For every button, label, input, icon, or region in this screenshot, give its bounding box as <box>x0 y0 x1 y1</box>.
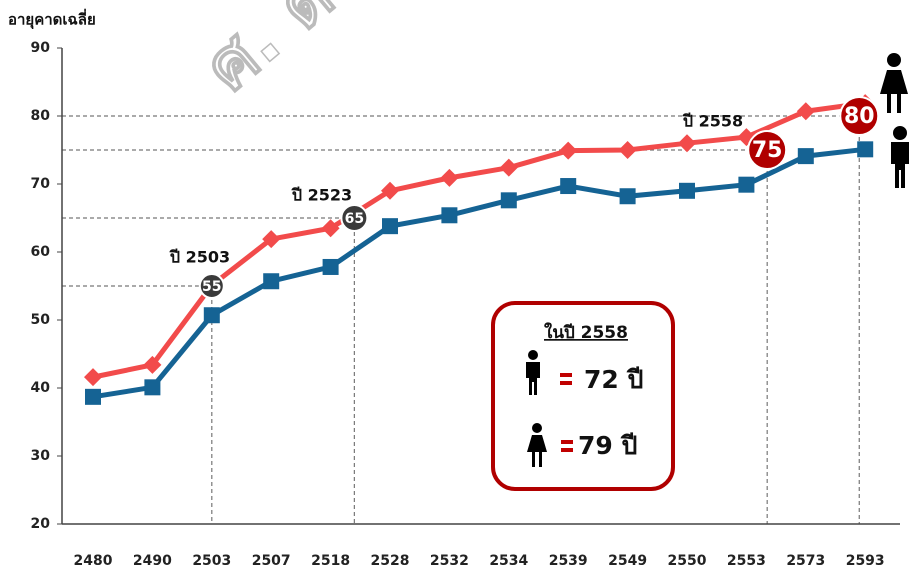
guide-line <box>62 217 355 524</box>
point <box>85 388 101 405</box>
x-tick-label: 2553 <box>727 553 766 569</box>
y-tick-label: 20 <box>31 516 51 532</box>
badge <box>340 204 369 232</box>
x-tick-label: 2573 <box>786 553 825 569</box>
badge-label: 80 <box>844 104 875 129</box>
point <box>263 273 280 290</box>
female-icon <box>527 423 547 467</box>
guide-line <box>62 285 213 524</box>
series-line <box>92 146 866 400</box>
point <box>203 307 220 324</box>
point <box>381 181 399 200</box>
equals <box>561 440 573 444</box>
point <box>321 219 340 238</box>
point <box>857 141 874 158</box>
x-tick-label: 2549 <box>608 553 647 569</box>
female-icon <box>880 53 908 113</box>
year-note: ปี 2558 <box>681 112 743 131</box>
point <box>143 355 162 374</box>
female-text: 79 ปี <box>578 431 637 460</box>
point <box>678 134 696 153</box>
x-tick-label: 2503 <box>192 553 231 569</box>
x-tick-label: 2534 <box>489 553 528 569</box>
male-icon <box>891 126 909 188</box>
year-note: ปี 2523 <box>290 186 352 205</box>
point <box>738 176 755 193</box>
point <box>441 207 458 224</box>
x-tick-label: 2490 <box>133 553 172 569</box>
point <box>262 230 281 249</box>
x-tick-label: 2532 <box>430 553 469 569</box>
badge-label: 55 <box>202 279 221 295</box>
point <box>382 218 398 235</box>
badge-label: 75 <box>752 138 783 163</box>
x-tick-label: 2507 <box>252 553 291 569</box>
point <box>144 379 161 396</box>
guide-line <box>62 149 768 524</box>
y-tick-label: 70 <box>31 176 51 192</box>
y-tick-label: 40 <box>31 380 51 396</box>
watermark: ศ. ดร. ปราโม <box>188 0 574 108</box>
badge <box>198 273 225 299</box>
x-tick-label: 2480 <box>74 553 113 569</box>
y-axis-label: อายุคาดเฉลี่ย <box>8 9 96 30</box>
male-text: 72 ปี <box>584 365 643 394</box>
guide-line <box>62 115 860 524</box>
x-tick-label: 2593 <box>846 553 885 569</box>
male-icon <box>526 350 540 395</box>
point <box>679 182 695 199</box>
point <box>560 178 577 195</box>
point <box>797 148 814 165</box>
point <box>619 188 636 205</box>
x-tick-label: 2528 <box>371 553 410 569</box>
box-title: ในปี 2558 <box>544 322 628 343</box>
x-tick-label: 2550 <box>668 553 707 569</box>
badge <box>839 96 880 136</box>
point <box>440 168 459 187</box>
point <box>499 158 518 177</box>
equals <box>560 373 572 377</box>
point <box>559 141 578 160</box>
y-tick-label: 30 <box>31 448 51 464</box>
equals <box>560 381 572 385</box>
badge-label: 65 <box>345 211 364 227</box>
point <box>500 192 517 209</box>
point <box>796 102 815 121</box>
y-tick-label: 80 <box>31 108 51 124</box>
point <box>84 368 102 387</box>
badge <box>747 130 788 170</box>
point <box>322 258 339 275</box>
year-note: ปี 2503 <box>168 248 230 267</box>
y-tick-label: 50 <box>31 312 51 328</box>
y-tick-label: 60 <box>31 244 51 260</box>
x-tick-label: 2518 <box>311 553 350 569</box>
point <box>618 141 637 159</box>
y-tick-label: 90 <box>31 40 51 56</box>
x-tick-label: 2539 <box>549 553 588 569</box>
equals <box>561 448 573 452</box>
